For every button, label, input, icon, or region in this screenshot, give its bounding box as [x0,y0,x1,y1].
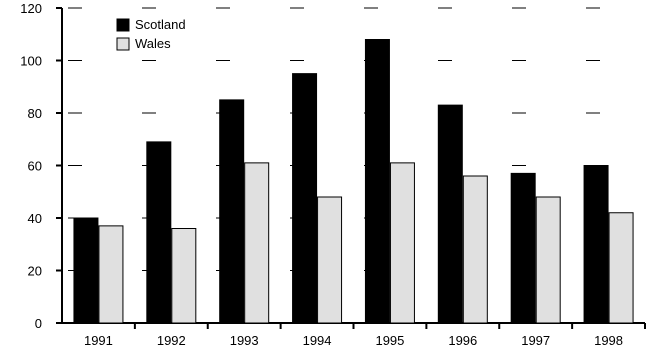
bar-scotland-1994 [292,73,318,324]
bar-scotland-1993 [219,99,245,324]
legend-swatch-scotland [116,18,130,32]
bar-wales-1994 [317,196,343,324]
y-ticks: 0 20 40 60 80 100 120 [20,1,62,331]
x-tick-label: 1995 [375,333,404,348]
bar-scotland-1997 [510,172,536,324]
legend-label-scotland: Scotland [135,17,186,32]
y-tick-label: 60 [28,159,42,174]
y-tick-label: 40 [28,211,42,226]
bar-scotland-1998 [583,165,609,324]
bar-scotland-1995 [364,39,390,324]
y-tick-label: 20 [28,264,42,279]
y-tick-label: 100 [20,54,42,69]
x-tick-label: 1992 [157,333,186,348]
y-tick-label: 80 [28,106,42,121]
bar-wales-1998 [608,212,634,324]
x-tick-label: 1994 [303,333,332,348]
legend: Scotland Wales [116,17,186,51]
legend-label-wales: Wales [135,36,171,51]
x-ticks: 1991 1992 1993 1994 1995 1996 1997 1998 [84,323,646,348]
bar-wales-1991 [98,225,124,324]
bar-wales-1993 [244,162,270,324]
y-tick-label: 120 [20,1,42,16]
bar-wales-1992 [171,228,197,324]
x-tick-label: 1997 [521,333,550,348]
bar-wales-1996 [462,175,488,324]
bars [73,39,634,324]
bar-scotland-1991 [73,217,99,324]
x-tick-label: 1991 [84,333,113,348]
x-tick-label: 1996 [448,333,477,348]
bar-wales-1995 [389,162,415,324]
bar-wales-1997 [535,196,561,324]
legend-swatch-wales [116,37,130,51]
bar-scotland-1992 [146,141,172,324]
y-tick-label: 0 [35,316,42,331]
x-tick-label: 1998 [594,333,623,348]
x-tick-label: 1993 [230,333,259,348]
bar-scotland-1996 [437,104,463,324]
